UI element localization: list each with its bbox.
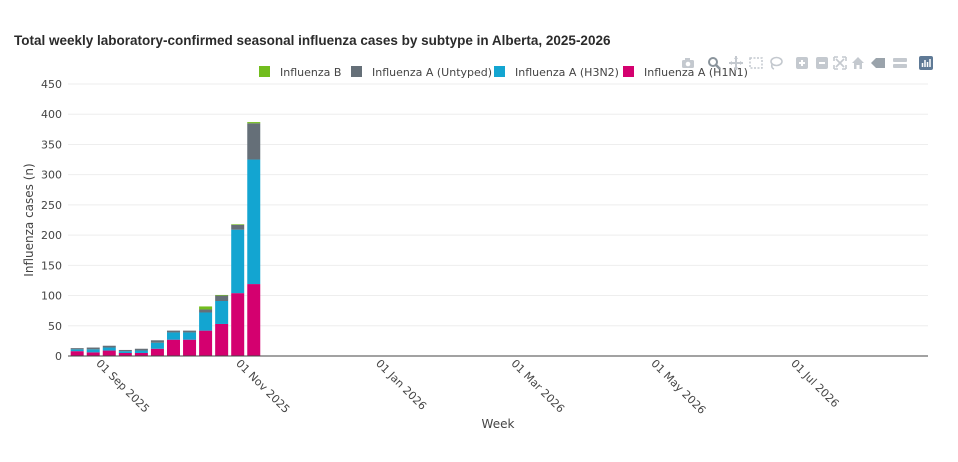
bar-segment[interactable] xyxy=(70,349,84,352)
bar-segment[interactable] xyxy=(199,306,213,310)
y-tick-label: 350 xyxy=(41,138,62,151)
legend-swatch xyxy=(623,66,634,77)
bar-segment[interactable] xyxy=(166,332,180,340)
hover-closest-icon[interactable] xyxy=(870,55,886,71)
reset-axes-icon[interactable] xyxy=(850,55,866,71)
zoom-out-icon[interactable] xyxy=(814,55,830,71)
bar-segment[interactable] xyxy=(150,342,164,349)
chart-title: Total weekly laboratory-confirmed season… xyxy=(14,33,611,48)
y-tick-label: 150 xyxy=(41,259,62,272)
y-tick-label: 300 xyxy=(41,169,62,182)
legend-label: Influenza B xyxy=(280,66,341,79)
x-tick-label: 01 Jan 2026 xyxy=(373,357,429,413)
autoscale-icon[interactable] xyxy=(832,55,848,71)
bar-segment[interactable] xyxy=(118,352,132,356)
bar-segment[interactable] xyxy=(199,330,213,356)
bar-segment[interactable] xyxy=(134,350,148,353)
bar-segment[interactable] xyxy=(102,347,116,351)
bar-segment[interactable] xyxy=(183,339,197,356)
x-axis-title: Week xyxy=(482,417,515,431)
bar-segment[interactable] xyxy=(118,351,132,353)
y-tick-label: 200 xyxy=(41,229,62,242)
bar-segment[interactable] xyxy=(215,323,229,356)
lasso-icon[interactable] xyxy=(768,55,784,71)
bar-segment[interactable] xyxy=(166,339,180,356)
bar-segment[interactable] xyxy=(215,294,229,296)
bars-layer xyxy=(70,122,261,356)
legend-swatch xyxy=(494,66,505,77)
y-tick-label: 100 xyxy=(41,290,62,303)
bar-segment[interactable] xyxy=(70,348,84,350)
legend-item[interactable]: Influenza A (H1N1) xyxy=(623,66,748,79)
y-tick-label: 250 xyxy=(41,199,62,212)
plotly-logo-icon[interactable] xyxy=(918,55,934,71)
bar-segment[interactable] xyxy=(199,312,213,331)
zoom-icon[interactable] xyxy=(706,55,722,71)
bar-segment[interactable] xyxy=(183,330,197,333)
legend-item[interactable]: Influenza B xyxy=(259,66,341,79)
bar-segment[interactable] xyxy=(231,293,245,356)
bar-segment[interactable] xyxy=(134,352,148,356)
legend-label: Influenza A (H1N1) xyxy=(644,66,748,79)
x-tick-label: 01 May 2026 xyxy=(648,357,708,417)
bar-segment[interactable] xyxy=(231,229,245,294)
hover-compare-icon[interactable] xyxy=(892,55,908,71)
bar-segment[interactable] xyxy=(102,350,116,356)
bar-segment[interactable] xyxy=(183,332,197,340)
bar-segment[interactable] xyxy=(247,159,261,285)
y-tick-label: 0 xyxy=(55,350,62,363)
bar-segment[interactable] xyxy=(215,300,229,324)
bar-segment[interactable] xyxy=(118,349,132,352)
x-tick-label: 01 Sep 2025 xyxy=(93,357,151,415)
grid-layer xyxy=(68,83,928,327)
bar-segment[interactable] xyxy=(199,309,213,313)
bar-segment[interactable] xyxy=(150,340,164,343)
x-tick-label: 01 Nov 2025 xyxy=(233,357,292,416)
bar-segment[interactable] xyxy=(247,122,261,124)
y-axis-title: Influenza cases (n) xyxy=(22,163,36,276)
bar-segment[interactable] xyxy=(86,352,100,356)
zoom-in-icon[interactable] xyxy=(794,55,810,71)
y-tick-label: 450 xyxy=(41,78,62,91)
legend-item[interactable]: Influenza A (H3N2) xyxy=(494,66,619,79)
y-tick-label: 50 xyxy=(48,320,62,333)
bar-segment[interactable] xyxy=(102,345,116,348)
legend-label: Influenza A (H3N2) xyxy=(515,66,619,79)
bar-segment[interactable] xyxy=(150,348,164,356)
box-select-icon[interactable] xyxy=(748,55,764,71)
axes-layer: 0 50 100 150 200 250 300 350 400 450 01 Sep 2025 01… xyxy=(22,78,928,431)
bar-segment[interactable] xyxy=(215,295,229,301)
bar-segment[interactable] xyxy=(231,224,245,225)
bar-segment[interactable] xyxy=(86,349,100,353)
bar-segment[interactable] xyxy=(247,284,261,356)
camera-icon[interactable] xyxy=(680,55,696,71)
y-tick-label: 400 xyxy=(41,108,62,121)
x-tick-label: 01 Mar 2026 xyxy=(508,357,567,416)
bar-segment[interactable] xyxy=(247,123,261,160)
bar-segment[interactable] xyxy=(70,351,84,356)
legend-swatch xyxy=(351,66,362,77)
legend-label: Influenza A (Untyped) xyxy=(372,66,492,79)
bar-segment[interactable] xyxy=(231,224,245,230)
legend: Influenza B Influenza A (Untyped) Influenz… xyxy=(259,66,748,79)
bar-segment[interactable] xyxy=(134,348,148,351)
pan-icon[interactable] xyxy=(728,55,744,71)
bar-segment[interactable] xyxy=(86,347,100,350)
legend-item[interactable]: Influenza A (Untyped) xyxy=(351,66,492,79)
legend-swatch xyxy=(259,66,270,77)
bar-segment[interactable] xyxy=(166,330,180,333)
x-tick-label: 01 Jul 2026 xyxy=(788,357,841,410)
